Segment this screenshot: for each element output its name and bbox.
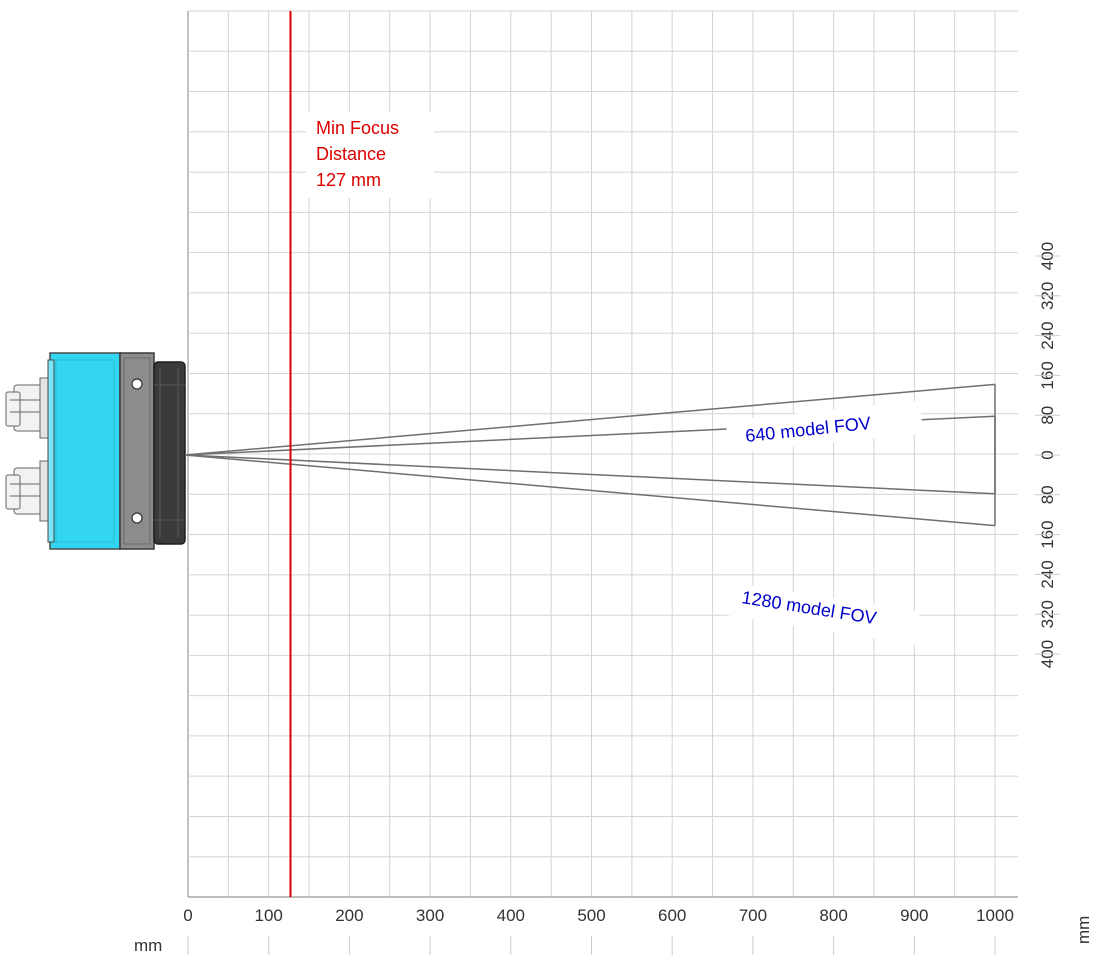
min-focus-label-line2: Distance bbox=[316, 144, 386, 164]
x-tick-label: 0 bbox=[183, 906, 192, 925]
screw-icon bbox=[131, 512, 143, 524]
x-tick-label: 900 bbox=[900, 906, 928, 925]
min-focus-label-line3: 127 mm bbox=[316, 170, 381, 190]
x-axis-unit: mm bbox=[134, 936, 162, 955]
fov-label-640: 640 model FOV bbox=[725, 400, 924, 454]
x-tick-label: 400 bbox=[497, 906, 525, 925]
min-focus-label: Min Focus Distance 127 mm bbox=[306, 112, 434, 198]
y-axis-unit: mm bbox=[1074, 916, 1093, 944]
x-tick-label: 1000 bbox=[976, 906, 1014, 925]
x-tick-label: 800 bbox=[819, 906, 847, 925]
x-tick-label: 500 bbox=[577, 906, 605, 925]
fov-cone-edge-lower bbox=[184, 454, 996, 495]
x-tick-label: 200 bbox=[335, 906, 363, 925]
x-tick-label: 700 bbox=[739, 906, 767, 925]
screw-icon bbox=[131, 378, 143, 390]
x-tick-label: 600 bbox=[658, 906, 686, 925]
fov-label-1280: 1280 model FOV bbox=[724, 582, 920, 645]
camera-drawing bbox=[5, 352, 186, 550]
x-tick-label: 300 bbox=[416, 906, 444, 925]
x-axis: 0 100 200 300 400 500 600 700 800 900 1000 bbox=[183, 906, 1014, 955]
camera-body bbox=[49, 352, 121, 550]
fov-cone-edge-lower bbox=[184, 454, 996, 527]
x-tick-label: 100 bbox=[255, 906, 283, 925]
fov-cone-edge-upper bbox=[184, 383, 996, 456]
camera-connectors bbox=[5, 377, 53, 522]
lens-ring bbox=[153, 361, 186, 545]
min-focus-label-line1: Min Focus bbox=[316, 118, 399, 138]
